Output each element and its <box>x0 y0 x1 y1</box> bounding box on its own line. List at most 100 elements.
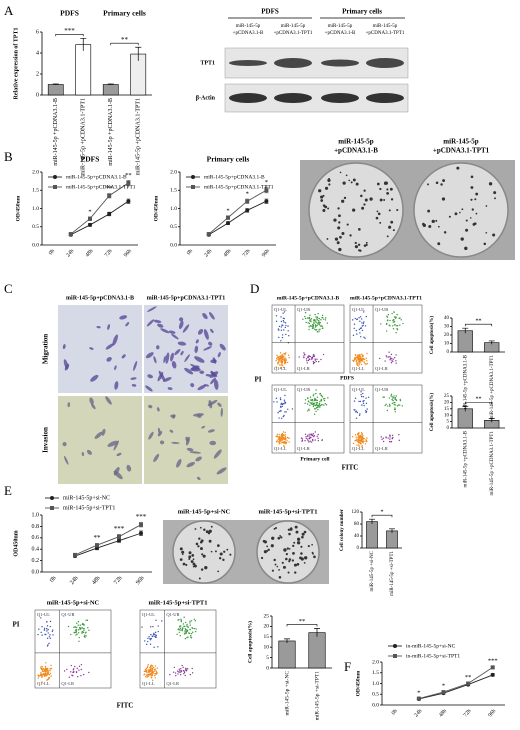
colony <box>465 228 469 232</box>
event-dot <box>307 439 309 442</box>
event-dot <box>285 359 287 361</box>
event-dot <box>360 395 363 398</box>
event-dot <box>282 324 284 327</box>
event-dot <box>178 618 180 621</box>
colony <box>313 555 316 559</box>
event-dot <box>287 354 290 357</box>
event-dot <box>185 669 188 672</box>
cell <box>174 349 181 356</box>
event-dot <box>194 620 197 622</box>
event-dot <box>385 437 387 439</box>
event-dot <box>310 441 313 443</box>
event-dot <box>320 325 322 327</box>
colony <box>278 576 282 579</box>
event-dot <box>191 667 193 670</box>
cell <box>94 431 103 439</box>
bar <box>386 530 398 549</box>
event-dot <box>351 436 354 438</box>
event-dot <box>357 358 359 360</box>
cell <box>196 476 201 481</box>
colony <box>287 528 290 531</box>
event-dot <box>283 399 286 401</box>
event-dot <box>183 672 185 675</box>
event-dot <box>276 401 278 403</box>
event-dot <box>308 322 311 325</box>
y-tick-label: 0.4 <box>32 547 40 553</box>
event-dot <box>278 336 280 339</box>
column-header: miR-145-5p+pCDNA3.1-TPT1 <box>147 295 226 301</box>
event-dot <box>76 633 78 635</box>
cell <box>213 379 219 390</box>
cell <box>201 425 206 429</box>
blot-group: Primary cells <box>342 8 382 16</box>
event-dot <box>180 674 182 676</box>
event-dot <box>156 667 158 669</box>
event-dot <box>147 664 149 666</box>
event-dot <box>78 640 80 642</box>
event-dot <box>356 361 358 363</box>
y-tick-label: 1.5 <box>32 188 39 194</box>
event-dot <box>43 627 46 629</box>
event-dot <box>282 415 285 418</box>
event-dot <box>184 625 186 627</box>
event-dot <box>280 326 283 328</box>
event-dot <box>275 440 278 443</box>
event-dot <box>279 367 282 369</box>
event-dot <box>181 630 183 632</box>
blot-band <box>229 93 267 103</box>
event-dot <box>278 417 280 419</box>
y-tick-label: 6 <box>36 29 39 35</box>
y-tick-label: 0.0 <box>372 702 379 708</box>
colony <box>197 545 200 548</box>
y-tick-label: 25 <box>264 613 270 619</box>
event-dot <box>47 632 49 634</box>
y-tick-label: 10 <box>444 413 450 418</box>
event-dot <box>40 617 42 619</box>
x-tick-label: miR-145-5p +si-NC <box>370 550 375 591</box>
legend-label: in-miR-145-5p+si-TPT1 <box>406 653 460 659</box>
event-dot <box>353 360 355 363</box>
event-dot <box>83 635 86 638</box>
event-dot <box>354 439 356 442</box>
event-dot <box>383 396 385 398</box>
data-point <box>441 690 446 695</box>
colony <box>200 547 203 551</box>
event-dot <box>77 629 80 631</box>
event-dot <box>320 319 322 321</box>
colony <box>304 556 308 560</box>
data-point <box>490 665 495 670</box>
event-dot <box>149 643 152 645</box>
event-dot <box>315 403 318 406</box>
event-dot <box>179 635 181 637</box>
colony <box>273 527 276 530</box>
colony <box>273 558 276 562</box>
y-tick-label: 0.5 <box>372 692 379 698</box>
event-dot <box>325 404 328 406</box>
event-dot <box>42 668 45 670</box>
event-dot <box>178 628 180 631</box>
data-point <box>245 199 250 204</box>
event-dot <box>307 322 309 324</box>
y-tick-label: 25 <box>444 394 450 399</box>
event-dot <box>46 637 49 640</box>
significance: ** <box>94 534 102 542</box>
cell <box>190 363 200 370</box>
colony <box>192 562 196 566</box>
event-dot <box>366 362 369 365</box>
data-point <box>88 216 92 221</box>
event-dot <box>181 664 183 667</box>
event-dot <box>312 438 314 441</box>
event-dot <box>364 410 367 412</box>
event-dot <box>316 401 318 404</box>
colony <box>318 189 322 193</box>
event-dot <box>51 630 54 633</box>
colony <box>428 225 432 228</box>
event-dot <box>357 362 359 365</box>
culture-dish <box>172 520 236 584</box>
event-dot <box>287 330 289 332</box>
event-dot <box>291 408 294 410</box>
event-dot <box>40 631 42 634</box>
event-dot <box>356 444 358 446</box>
series-line <box>208 200 267 236</box>
axis-label: FITC <box>342 464 359 472</box>
